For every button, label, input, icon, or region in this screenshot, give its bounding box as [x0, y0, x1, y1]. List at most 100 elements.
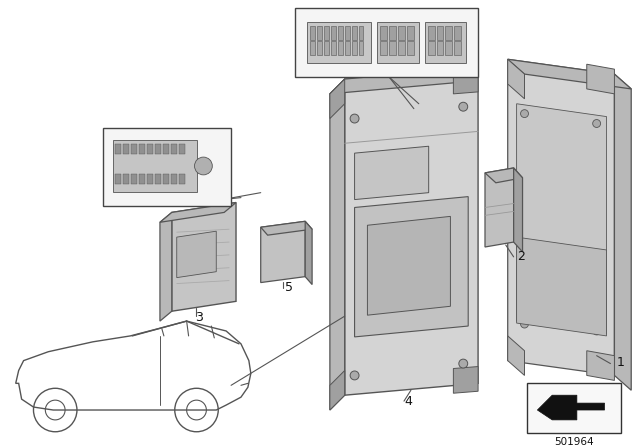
Bar — [454, 26, 461, 39]
Circle shape — [593, 327, 600, 335]
Bar — [124, 174, 129, 184]
Circle shape — [459, 359, 468, 368]
Polygon shape — [516, 237, 607, 336]
Bar — [331, 42, 336, 55]
Bar — [380, 42, 387, 55]
Bar — [389, 42, 396, 55]
Bar — [428, 26, 435, 39]
Circle shape — [593, 120, 600, 127]
Bar — [310, 26, 315, 39]
Bar — [310, 42, 315, 55]
Polygon shape — [453, 67, 478, 94]
Polygon shape — [260, 221, 312, 235]
Circle shape — [350, 371, 359, 380]
Bar — [407, 42, 414, 55]
Polygon shape — [305, 221, 312, 284]
Bar — [398, 26, 405, 39]
Bar — [179, 174, 185, 184]
Bar — [139, 144, 145, 154]
Bar — [351, 26, 356, 39]
Bar — [115, 174, 122, 184]
Bar — [179, 144, 185, 154]
Bar — [324, 26, 329, 39]
Polygon shape — [508, 59, 525, 99]
Bar — [131, 174, 137, 184]
Bar — [317, 26, 322, 39]
Text: 5: 5 — [285, 281, 293, 294]
Polygon shape — [160, 202, 236, 222]
Polygon shape — [330, 79, 345, 410]
Bar — [155, 144, 161, 154]
Polygon shape — [330, 370, 345, 410]
Polygon shape — [355, 146, 429, 199]
Bar — [398, 42, 405, 55]
Circle shape — [520, 320, 529, 328]
Polygon shape — [453, 366, 478, 393]
Bar — [115, 144, 122, 154]
Bar — [338, 26, 343, 39]
Text: 3: 3 — [195, 311, 204, 324]
Bar — [454, 42, 461, 55]
Bar — [163, 144, 169, 154]
Bar — [147, 144, 153, 154]
Bar — [147, 174, 153, 184]
Bar — [428, 42, 435, 55]
Polygon shape — [345, 67, 478, 395]
Bar — [389, 26, 396, 39]
Bar — [436, 26, 444, 39]
Polygon shape — [260, 221, 305, 283]
Bar — [345, 26, 349, 39]
Polygon shape — [538, 395, 605, 420]
Bar — [331, 26, 336, 39]
Bar — [124, 144, 129, 154]
Bar — [295, 8, 478, 77]
Bar — [163, 174, 169, 184]
Bar — [171, 174, 177, 184]
Polygon shape — [516, 104, 607, 334]
Bar — [317, 42, 322, 55]
Bar — [113, 140, 196, 192]
Polygon shape — [160, 212, 172, 321]
Polygon shape — [330, 79, 345, 119]
Polygon shape — [177, 231, 216, 278]
Bar — [380, 26, 387, 39]
Polygon shape — [614, 74, 631, 390]
Bar — [527, 383, 621, 433]
Bar — [436, 42, 444, 55]
Circle shape — [195, 157, 212, 175]
Bar — [358, 42, 364, 55]
Polygon shape — [587, 351, 614, 380]
Polygon shape — [508, 59, 614, 375]
Polygon shape — [508, 59, 631, 89]
Circle shape — [520, 110, 529, 117]
Bar — [378, 22, 419, 63]
Polygon shape — [330, 67, 478, 94]
Bar — [445, 42, 452, 55]
Bar — [171, 144, 177, 154]
Bar — [338, 42, 343, 55]
Text: 1: 1 — [616, 356, 624, 369]
Bar — [358, 26, 364, 39]
Polygon shape — [485, 168, 522, 183]
Polygon shape — [508, 336, 525, 375]
Circle shape — [459, 102, 468, 111]
Bar — [324, 42, 329, 55]
Polygon shape — [367, 216, 451, 315]
Bar — [351, 42, 356, 55]
Polygon shape — [172, 202, 236, 311]
Bar — [445, 26, 452, 39]
Bar — [155, 174, 161, 184]
Text: 2: 2 — [518, 250, 525, 263]
Bar — [131, 144, 137, 154]
Polygon shape — [485, 168, 514, 247]
Bar — [345, 42, 349, 55]
Polygon shape — [587, 64, 614, 94]
Text: 4: 4 — [404, 395, 412, 408]
Text: 501964: 501964 — [554, 437, 594, 447]
Bar — [425, 22, 466, 63]
Circle shape — [350, 114, 359, 123]
Bar — [139, 174, 145, 184]
Bar — [102, 129, 231, 206]
Bar — [407, 26, 414, 39]
Bar — [307, 22, 371, 63]
